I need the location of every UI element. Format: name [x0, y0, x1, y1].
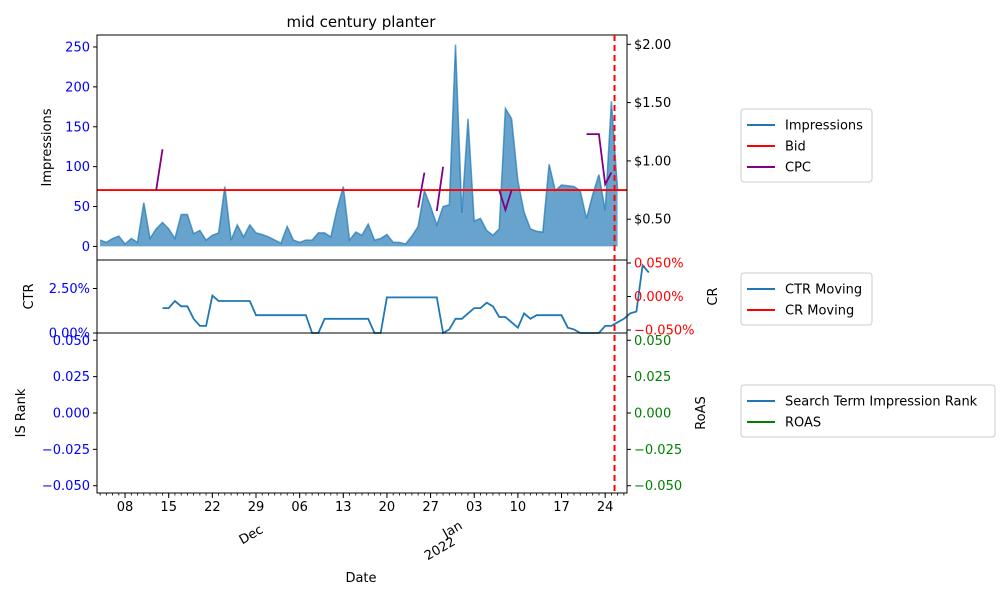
legend-frame: [740, 272, 873, 326]
y-tick-label: 0.025: [53, 370, 90, 385]
x-month-label: Dec: [237, 522, 266, 548]
x-axis-label: Date: [345, 571, 376, 586]
chart-title: mid century planter: [287, 13, 437, 31]
right-tick-label: 0.025: [634, 370, 671, 385]
right-tick-label: 0.050: [634, 334, 671, 349]
ctr-moving-line: [162, 263, 650, 335]
legend-label: Search Term Impression Rank: [785, 395, 978, 410]
is-rank-panel: −0.050 −0.025 0.000 0.025 0.050 −0.050 −0.025 0…: [14, 332, 709, 494]
y-axis-label: CTR: [22, 283, 37, 309]
legend-bottom: Search Term Impression Rank ROAS: [740, 384, 996, 438]
legend-top: Impressions Bid CPC: [740, 108, 873, 183]
cpc-segment: [586, 133, 613, 188]
y-tick-label: 150: [65, 120, 90, 135]
ctr-panel: 0.00% 2.50% −0.050% 0.000% 0.050% CTR CR: [22, 257, 721, 342]
right-tick-label: 0.000%: [634, 290, 684, 305]
right-axis-label: RoAS: [694, 396, 709, 430]
right-tick-label: −0.050%: [634, 324, 694, 339]
right-axis-label: CR: [706, 287, 721, 305]
x-tick-label: 06: [291, 500, 308, 515]
legend-frame: [740, 108, 873, 183]
x-tick-label: 10: [510, 500, 527, 515]
impressions-line: [99, 44, 619, 246]
legend-label: ROAS: [785, 416, 821, 431]
y-axis-label: IS Rank: [14, 388, 29, 437]
cpc-segment: [435, 166, 444, 212]
legend-label: Bid: [785, 140, 806, 155]
impressions-panel: 0 50 100 150 200 250 $0.50 $1.00 $1.50 $2.00 Impre…: [40, 34, 671, 261]
y-tick-label: 0.050: [53, 334, 90, 349]
cpc-segment: [417, 172, 426, 208]
legend-label: Impressions: [785, 119, 863, 134]
right-tick-label: $0.50: [634, 213, 671, 228]
y-tick-label: 250: [65, 40, 90, 55]
right-tick-label: $1.00: [634, 154, 671, 169]
right-tick-label: 0.000: [634, 407, 671, 422]
y-tick-label: 200: [65, 80, 90, 95]
y-tick-label: 0: [82, 240, 90, 255]
x-tick-label: 08: [117, 500, 134, 515]
cpc-segment: [155, 149, 164, 191]
legends: Impressions Bid CPC CTR Moving CR Moving Sear…: [740, 108, 996, 438]
y-axis-label: Impressions: [40, 108, 55, 186]
y-tick-label: 50: [73, 200, 90, 215]
y-tick-label: −0.050: [42, 479, 90, 494]
legend-middle: CTR Moving CR Moving: [740, 272, 873, 326]
right-tick-label: −0.025: [634, 443, 682, 458]
panel-frame: [96, 259, 628, 334]
right-tick-label: 0.050%: [634, 257, 684, 272]
x-tick-label: 22: [204, 500, 221, 515]
impressions-area: [100, 44, 618, 247]
right-tick-label: −0.050: [634, 479, 682, 494]
x-tick-label: 24: [597, 500, 614, 515]
x-tick-label: 27: [422, 500, 439, 515]
y-tick-label: 2.50%: [49, 282, 90, 297]
legend-label: CPC: [785, 161, 811, 176]
x-tick-label: 29: [248, 500, 265, 515]
legend-frame: [740, 384, 996, 438]
x-tick-label: 15: [160, 500, 177, 515]
legend-label: CR Moving: [785, 304, 854, 319]
x-tick-label: 17: [553, 500, 570, 515]
x-year-label: 2022: [422, 534, 458, 564]
right-tick-label: $1.50: [634, 96, 671, 111]
cpc-segment: [498, 189, 513, 213]
y-tick-label: −0.025: [42, 443, 90, 458]
y-tick-label: 0.00%: [49, 327, 90, 342]
panel-frame: [96, 332, 628, 494]
x-tick-label: 20: [379, 500, 396, 515]
y-tick-label: 0.000: [53, 407, 90, 422]
right-tick-label: $2.00: [634, 38, 671, 53]
x-tick-label: 03: [466, 500, 483, 515]
legend-label: CTR Moving: [785, 283, 862, 298]
y-tick-label: 100: [65, 160, 90, 175]
x-tick-label: 13: [335, 500, 352, 515]
